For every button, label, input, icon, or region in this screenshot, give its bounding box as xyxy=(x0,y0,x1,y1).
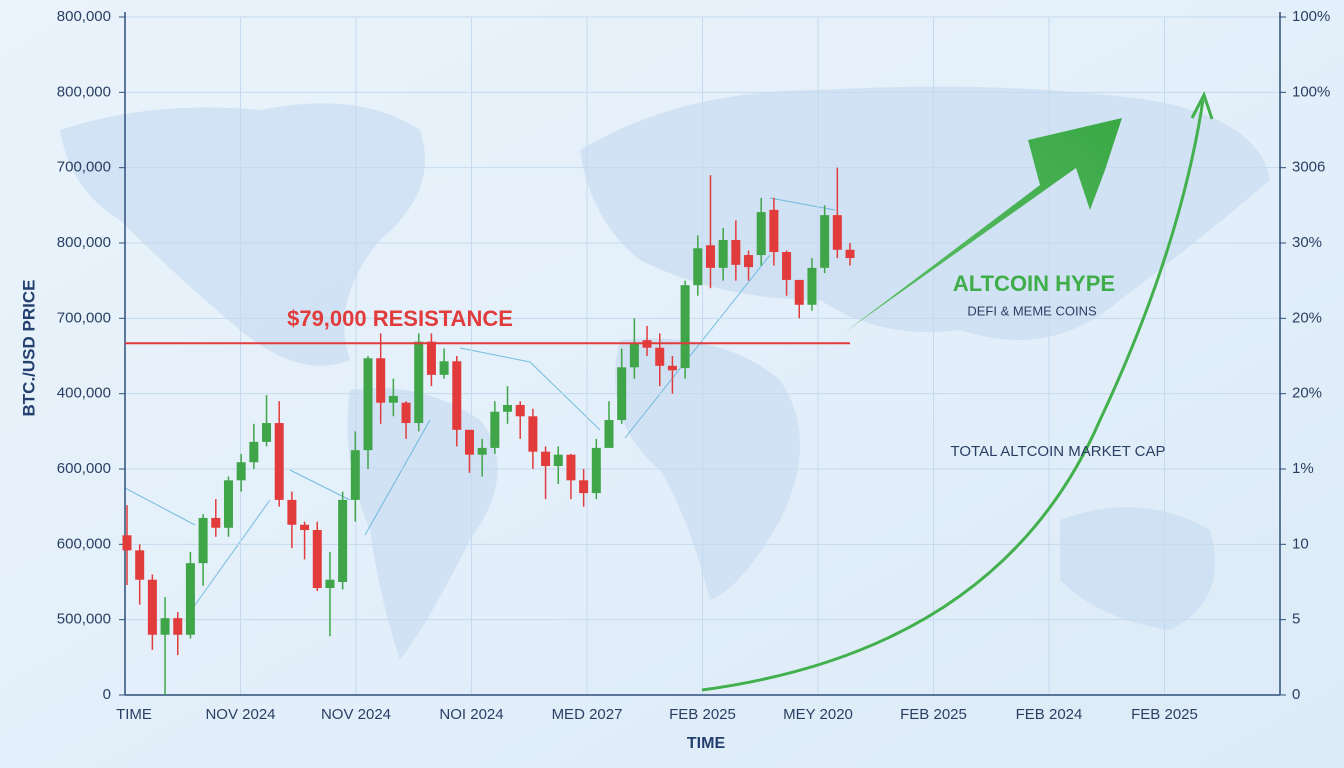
y-tick-label: 0 xyxy=(103,686,111,703)
candle-body xyxy=(794,279,804,305)
growth-curve xyxy=(701,99,1205,692)
candle-body xyxy=(769,209,779,253)
x-tick-label: TIME xyxy=(116,706,152,723)
y2-tick-label: 3006 xyxy=(1292,159,1325,176)
y-tick-label: 500,000 xyxy=(57,611,111,628)
candle-body xyxy=(211,517,221,528)
x-tick-label: FEB 2025 xyxy=(900,706,967,723)
candle-body xyxy=(147,579,157,635)
candle-body xyxy=(198,517,208,564)
y-tick-label: 700,000 xyxy=(57,309,111,326)
candle-body xyxy=(718,239,728,268)
candle-body xyxy=(541,451,551,466)
candle-body xyxy=(490,411,500,448)
candle-body xyxy=(744,255,754,268)
candle-body xyxy=(617,367,627,421)
candle-body xyxy=(629,343,639,368)
candle-body xyxy=(160,618,170,635)
candle-body xyxy=(566,454,576,481)
candle-body xyxy=(756,212,766,256)
candle-body xyxy=(655,347,665,366)
candle-body xyxy=(439,361,449,375)
candle-body xyxy=(426,341,436,375)
candle-body xyxy=(820,215,830,268)
y2-tick-label: 10 xyxy=(1292,535,1309,552)
y-tick-label: 800,000 xyxy=(57,234,111,251)
x-tick-label: MEY 2020 xyxy=(783,706,853,723)
y2-tick-label: 100% xyxy=(1292,8,1330,25)
candle-body xyxy=(680,285,690,369)
candle-body xyxy=(515,404,525,417)
x-tick-label: FEB 2024 xyxy=(1016,706,1083,723)
candle-body xyxy=(401,402,411,424)
y2-tick-label: 30% xyxy=(1292,234,1322,251)
candle-body xyxy=(300,524,310,531)
y-tick-label: 800,000 xyxy=(57,83,111,100)
candle-body xyxy=(287,499,297,525)
candle-body xyxy=(807,267,817,305)
y-tick-label: 600,000 xyxy=(57,460,111,477)
candle-body xyxy=(262,423,272,442)
candle-body xyxy=(363,358,373,451)
candle-body xyxy=(604,420,614,448)
candle-body xyxy=(464,429,474,455)
trend-lines xyxy=(124,197,836,606)
candle-body xyxy=(553,454,563,466)
x-tick-label: NOI 2024 xyxy=(439,706,503,723)
y2-tick-label: 0 xyxy=(1292,686,1300,703)
y2-tick-label: 20% xyxy=(1292,309,1322,326)
resistance-label: $79,000 RESISTANCE xyxy=(287,306,513,331)
y2-tick-label: 100% xyxy=(1292,83,1330,100)
x-tick-label: NOV 2024 xyxy=(321,706,391,723)
candle-body xyxy=(173,618,183,635)
candle-body xyxy=(731,239,741,265)
candle-body xyxy=(350,450,360,500)
candle-body xyxy=(845,249,855,259)
candle-body xyxy=(185,563,195,635)
candle-body xyxy=(338,499,348,582)
candle-body xyxy=(388,395,398,403)
candle-body xyxy=(122,535,132,551)
y-tick-label: 800,000 xyxy=(57,8,111,25)
candle-body xyxy=(705,245,715,268)
candle-body xyxy=(667,365,677,371)
candle-body xyxy=(135,550,145,580)
candle-body xyxy=(591,447,601,494)
growth-curve-head xyxy=(1190,91,1214,120)
y-tick-label: 600,000 xyxy=(57,535,111,552)
x-axis-title: TIME xyxy=(687,735,726,752)
annotation: ALTCOIN HYPE xyxy=(953,271,1115,296)
candle-body xyxy=(782,252,792,280)
candle-body xyxy=(312,530,322,589)
y2-tick-label: 5 xyxy=(1292,611,1300,628)
x-tick-label: NOV 2024 xyxy=(205,706,275,723)
candle-body xyxy=(832,215,842,250)
y-tick-label: 400,000 xyxy=(57,385,111,402)
candle-body xyxy=(452,361,462,430)
candle-body xyxy=(414,341,424,424)
y2-tick-label: 1% xyxy=(1292,460,1314,477)
candle-body xyxy=(249,441,259,463)
annotation: TOTAL ALTCOIN MARKET CAP xyxy=(950,443,1165,460)
candle-body xyxy=(693,248,703,286)
x-tick-label: FEB 2025 xyxy=(1131,706,1198,723)
y-tick-label: 700,000 xyxy=(57,159,111,176)
y2-tick-label: 20% xyxy=(1292,385,1322,402)
candle-body xyxy=(325,579,335,589)
x-tick-label: MED 2027 xyxy=(552,706,623,723)
candle-body xyxy=(223,480,233,528)
candle-body xyxy=(376,358,386,403)
candle-body xyxy=(274,423,284,500)
x-tick-label: FEB 2025 xyxy=(669,706,736,723)
candle-body xyxy=(503,404,513,412)
y-axis-title: BTC./USD PRICE xyxy=(19,280,38,417)
candle-body xyxy=(579,480,589,494)
candle-body xyxy=(528,416,538,452)
annotation: DEFI & MEME COINS xyxy=(967,303,1097,318)
candle-body xyxy=(236,462,246,481)
candle-body xyxy=(477,447,487,455)
hype-arrow xyxy=(845,118,1122,332)
